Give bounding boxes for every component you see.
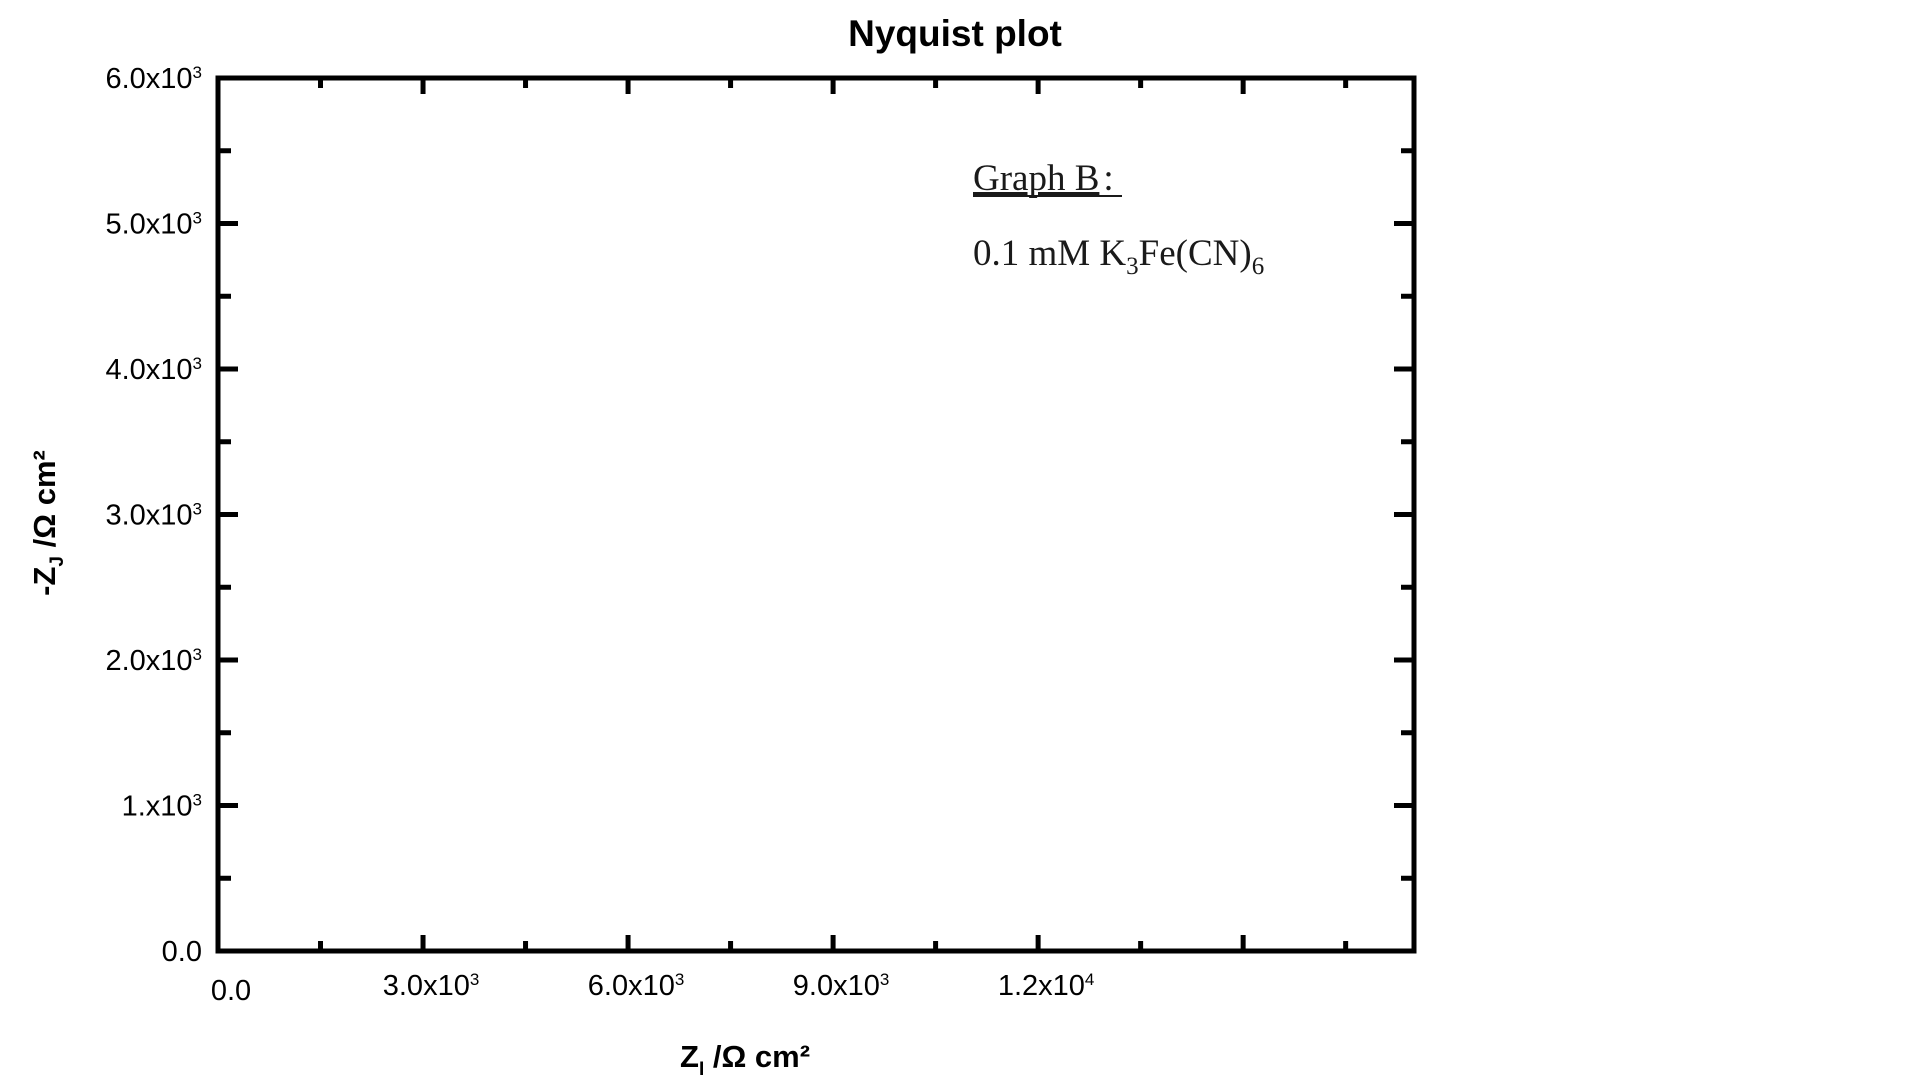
y-tick-label: 6.0x103 <box>105 63 202 95</box>
x-tick-label: 6.0x103 <box>588 970 685 1002</box>
y-tick-labels: 0.0 1.x103 2.0x103 3.0x103 4.0x103 5.0x103 6.0… <box>105 63 202 968</box>
x-tick-label: 1.2x104 <box>998 970 1095 1002</box>
y-tick-label: 2.0x103 <box>105 645 202 677</box>
x-tick-label: 9.0x103 <box>793 970 890 1002</box>
annotation-colon: : <box>1103 158 1113 199</box>
x-tick-labels: 0.0 3.0x103 6.0x103 9.0x103 1.2x104 <box>211 970 1095 1007</box>
y-axis-label: -ZJ /Ω cm² <box>27 450 68 596</box>
x-tick-label: 3.0x103 <box>383 970 480 1002</box>
x-tick-label: 0.0 <box>211 975 251 1007</box>
y-tick-label: 3.0x103 <box>105 500 202 532</box>
svg-text:Graph B:: Graph B: <box>973 158 1114 199</box>
annotation-heading: Graph B <box>973 158 1099 199</box>
y-tick-label: 4.0x103 <box>105 354 202 386</box>
plot-annotation: Graph B: 0.1 mM K3Fe(CN)6 <box>973 158 1264 280</box>
chart-title: Nyquist plot <box>848 13 1062 54</box>
tick-marks <box>218 78 1414 951</box>
plot-frame <box>215 75 1417 954</box>
x-axis-label: ZI /Ω cm² <box>680 1039 810 1080</box>
annotation-compound: 0.1 mM K3Fe(CN)6 <box>973 233 1264 280</box>
y-tick-label: 0.0 <box>162 936 202 968</box>
y-tick-label: 1.x103 <box>122 791 202 823</box>
y-tick-label: 5.0x103 <box>105 209 202 241</box>
